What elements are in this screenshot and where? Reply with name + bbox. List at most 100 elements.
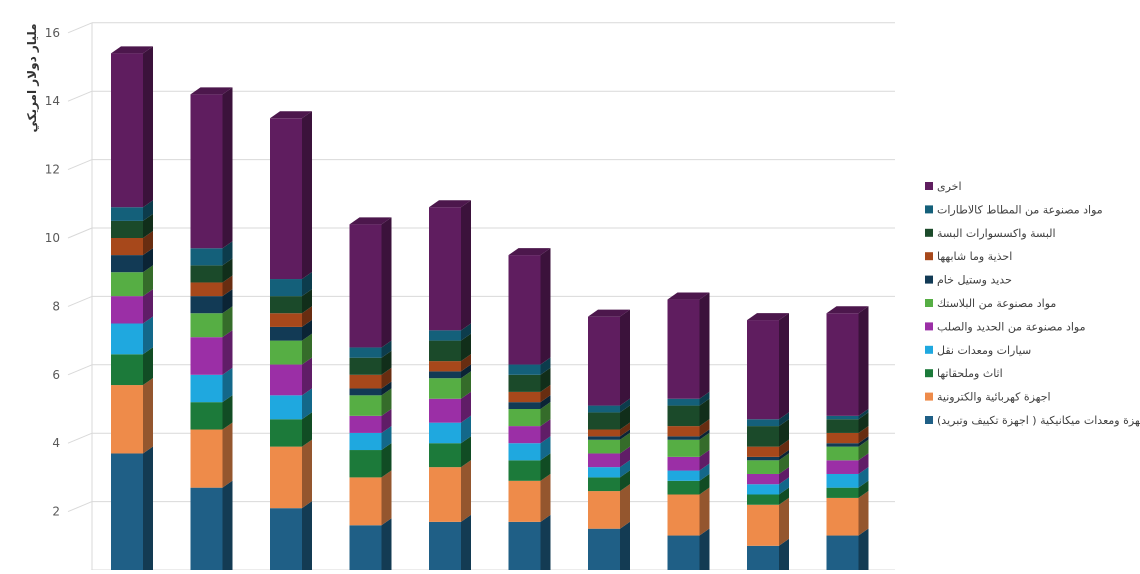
legend-label: سيارات ومعدات نقل: [937, 344, 1031, 357]
bar-front: [429, 422, 461, 444]
bar-front: [190, 313, 223, 338]
bar-segment: [270, 333, 312, 365]
bar-segment: [667, 432, 710, 457]
bar-front: [270, 364, 302, 396]
bar-side: [381, 518, 392, 574]
bar-segment: [747, 497, 789, 546]
bar-side: [699, 391, 710, 406]
bar-segment: [270, 306, 312, 327]
bar-side: [858, 480, 869, 498]
bar-front: [111, 453, 143, 574]
bar-segment: [111, 231, 153, 256]
bar-front: [588, 453, 620, 468]
bar-front: [270, 279, 302, 297]
bar-segment: [826, 439, 869, 461]
bar-front: [349, 388, 382, 396]
bar-front: [747, 484, 779, 495]
bar-front: [190, 487, 223, 574]
bar-segment: [270, 272, 312, 297]
bar-front: [111, 385, 143, 454]
bar-segment: [588, 460, 630, 478]
bar-segment: [667, 391, 710, 406]
bar-side: [540, 473, 551, 522]
y-tick-label: 12: [45, 163, 60, 177]
legend-swatch: [925, 228, 933, 237]
bar-segment: [111, 378, 153, 454]
bar-front: [508, 391, 541, 403]
bar-stack: [190, 87, 233, 574]
legend-label: حديد وستيل خام: [937, 274, 1012, 287]
legend-label: مواد مصنوعة من البلاستك: [937, 297, 1056, 310]
y-tick-label: 8: [52, 299, 60, 313]
bar-top: [826, 306, 869, 314]
bar-front: [667, 405, 700, 427]
bar-front: [111, 238, 143, 256]
bar-front: [667, 439, 700, 457]
legend-swatch: [925, 322, 933, 331]
bar-segment: [429, 323, 471, 341]
bar-side: [620, 484, 630, 529]
bar-segment: [190, 289, 233, 314]
bar-front: [429, 330, 461, 341]
bar-segment: [111, 347, 153, 386]
bar-side: [381, 217, 392, 348]
bar-front: [349, 477, 382, 526]
bar-side: [381, 470, 392, 526]
bar-side: [540, 395, 551, 409]
bar-stack: [349, 217, 392, 574]
y-tick-label: 6: [52, 368, 60, 382]
y-axis-label: مليار دولار امريكي: [25, 23, 40, 132]
bar-segment: [667, 473, 710, 495]
bar-segment: [747, 538, 789, 574]
bar-side: [222, 367, 233, 403]
legend-label: مواد مصنوعة من المطاط كالاطارات: [937, 203, 1103, 216]
bar-segment: [667, 429, 710, 440]
bar-front: [826, 535, 859, 574]
bar-front: [429, 521, 461, 574]
bar-segment: [588, 446, 630, 468]
legend-item: مواد مصنوعة من الحديد والصلب: [925, 320, 1086, 333]
bar-segment: [349, 518, 392, 574]
bar-segment: [747, 477, 789, 495]
bar-segment: [111, 265, 153, 297]
bar-front: [747, 320, 779, 420]
bar-segment: [747, 412, 789, 427]
gridline-side: [67, 22, 93, 34]
bar-front: [667, 456, 700, 471]
bar-side: [858, 436, 869, 447]
bar-front: [349, 450, 382, 478]
bar-front: [826, 443, 859, 447]
bar-front: [747, 473, 779, 485]
bar-side: [858, 425, 869, 444]
bar-side: [381, 408, 392, 433]
bar-top: [270, 111, 312, 119]
bar-front: [349, 432, 382, 451]
legend-label: اجهزة ومعدات ميكانيكية ( اجهزة تكييف وتب…: [937, 414, 1140, 427]
bar-side: [381, 340, 392, 358]
bar-side: [143, 289, 153, 324]
bar-segment: [508, 357, 551, 375]
bar-segment: [190, 422, 233, 488]
legend-item: مواد مصنوعة من المطاط كالاطارات: [925, 203, 1103, 216]
bar-segment: [588, 429, 630, 440]
bar-front: [270, 395, 302, 420]
bar-side: [699, 432, 710, 457]
bar-front: [588, 467, 620, 478]
legend-swatch: [925, 345, 933, 354]
bar-side: [858, 439, 869, 461]
bar-top: [747, 313, 789, 321]
bar-segment: [667, 449, 710, 471]
bar-front: [190, 296, 223, 314]
bar-top: [111, 46, 153, 54]
legend-swatch: [925, 275, 933, 284]
bar-front: [270, 508, 302, 574]
bar-front: [588, 405, 620, 413]
bar-top: [429, 200, 471, 208]
bar-front: [667, 426, 700, 437]
bar-front: [349, 347, 382, 358]
bar-side: [461, 391, 471, 423]
bar-side: [620, 398, 630, 413]
bar-side: [461, 460, 471, 522]
bar-segment: [826, 528, 869, 574]
bar-segment: [429, 391, 471, 423]
